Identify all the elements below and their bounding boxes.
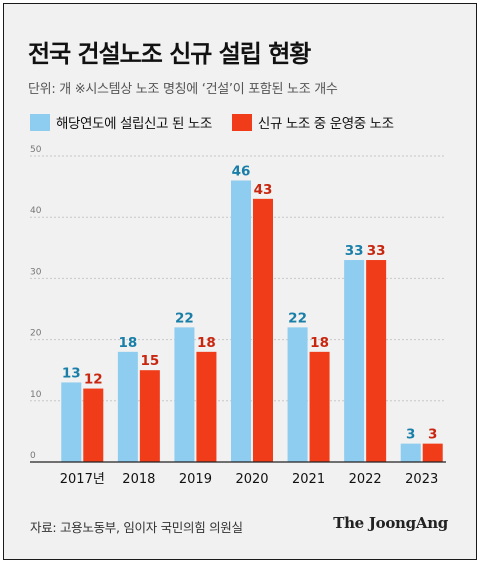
x-tick-label: 2023	[405, 472, 438, 487]
x-tick-label: 2021	[292, 472, 325, 487]
legend-item-series1: 해당연도에 설립신고 된 노조	[30, 112, 212, 132]
bar-series2	[196, 351, 217, 462]
data-label-series2: 33	[367, 243, 386, 259]
data-label-series1: 22	[175, 310, 194, 326]
legend: 해당연도에 설립신고 된 노조 신규 노조 중 운영중 노조	[30, 112, 414, 132]
source-note: 자료: 고용노동부, 임이자 국민의힘 의원실	[30, 520, 243, 535]
x-tick-label: 2019	[179, 472, 212, 487]
y-tick-label: 30	[30, 267, 42, 277]
publisher-logo: The JoongAng	[333, 514, 448, 532]
data-label-series1: 3	[406, 427, 415, 443]
bar-series1	[231, 180, 251, 463]
data-label-series2: 18	[310, 335, 329, 351]
bar-series1	[61, 382, 82, 462]
data-label-series1: 46	[232, 163, 251, 179]
data-label-series2: 15	[140, 353, 159, 369]
x-tick-label: 2020	[235, 472, 268, 487]
data-label-series1: 33	[345, 243, 364, 259]
legend-label-series2: 신규 노조 중 운영중 노조	[257, 116, 394, 132]
data-label-series1: 22	[288, 310, 307, 326]
bar-series1	[400, 443, 421, 462]
bar-series1	[344, 260, 365, 462]
legend-label-series1: 해당연도에 설립신고 된 노조	[56, 116, 212, 132]
bar-series2	[366, 260, 387, 462]
bar-series1	[174, 327, 195, 462]
y-tick-label: 20	[30, 329, 42, 339]
bar-series2	[422, 443, 443, 462]
legend-item-series2: 신규 노조 중 운영중 노조	[231, 112, 394, 132]
data-label-series1: 13	[62, 365, 81, 381]
y-tick-label: 0	[30, 451, 36, 461]
legend-swatch-series1	[30, 113, 50, 131]
x-tick-label: 2018	[122, 472, 155, 487]
data-label-series1: 18	[118, 335, 137, 351]
y-tick-label: 10	[30, 390, 42, 400]
chart-card: 전국 건설노조 신규 설립 현황 단위: 개 ※시스템상 노조 명칭에 ‘건설’…	[3, 3, 477, 560]
bar-series2	[309, 351, 330, 462]
bar-series2	[139, 370, 160, 462]
data-label-series2: 18	[197, 335, 216, 351]
x-tick-label: 2022	[349, 472, 382, 487]
chart-title: 전국 건설노조 신규 설립 현황	[28, 40, 311, 68]
y-tick-label: 50	[30, 145, 42, 155]
data-label-series2: 3	[428, 427, 437, 443]
bar-series1	[287, 327, 308, 462]
legend-swatch-series2	[231, 113, 252, 131]
bar-series2	[83, 388, 104, 462]
data-label-series2: 43	[254, 182, 273, 198]
bar-series1	[117, 351, 138, 462]
data-label-series2: 12	[84, 372, 103, 388]
chart-subtitle: 단위: 개 ※시스템상 노조 명칭에 ‘건설’이 포함된 노조 개수	[28, 82, 338, 97]
y-tick-label: 40	[30, 206, 42, 216]
bar-series2	[253, 198, 273, 462]
x-tick-label: 2017년	[60, 472, 105, 487]
